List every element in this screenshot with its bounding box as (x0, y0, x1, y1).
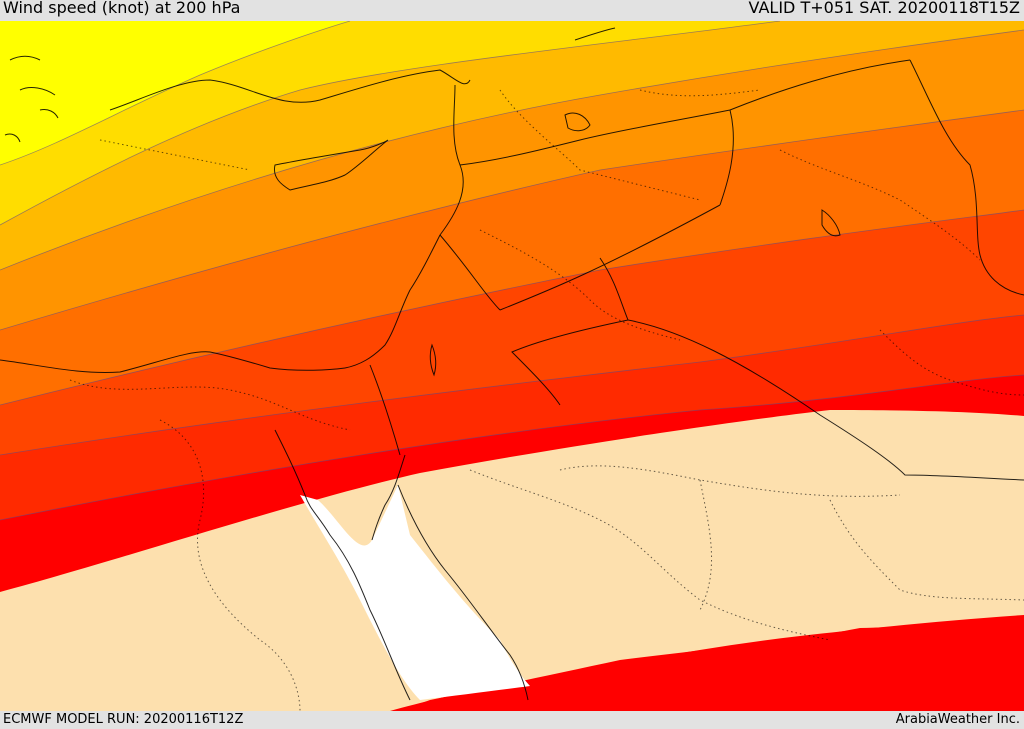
lake-tharthar (821, 209, 841, 237)
wind-band-1 (0, 21, 350, 165)
syria-jordan-border (439, 234, 501, 311)
iran-iraq-border (909, 59, 1024, 296)
arabian-red-sea-coast (397, 484, 529, 701)
valid-time: VALID T+051 SAT. 20200118T15Z (748, 0, 1020, 17)
southern-wind-band (390, 615, 1024, 711)
map-footer: ECMWF MODEL RUN: 20200116T12Z ArabiaWeat… (0, 711, 1024, 729)
gulf-of-suez (274, 429, 411, 701)
egypt-israel-border (369, 364, 401, 456)
province-boundaries (69, 89, 1024, 711)
jordan-saudi-border (511, 257, 629, 406)
cyprus (273, 139, 389, 191)
iraq-turkey-border (729, 59, 911, 111)
coastlines (0, 27, 841, 701)
map-title: Wind speed (knot) at 200 hPa (3, 0, 241, 17)
levant-coast (344, 84, 464, 369)
map-header: Wind speed (knot) at 200 hPa VALID T+051… (0, 0, 1024, 21)
turkey-syria-border (459, 109, 731, 166)
jordan-iraq-border (499, 204, 721, 311)
egypt-coast (0, 351, 346, 373)
lake-van (564, 112, 591, 132)
saudi-iraq-border (627, 319, 1024, 481)
gulf-of-aqaba (371, 454, 406, 541)
dead-sea (429, 343, 437, 377)
turkey-coast (109, 69, 471, 111)
syria-iraq-border (719, 109, 734, 206)
black-sea-coast (574, 27, 616, 41)
red-sea (300, 485, 530, 700)
low-wind-area (0, 410, 1024, 711)
credit: ArabiaWeather Inc. (895, 712, 1020, 727)
model-run: ECMWF MODEL RUN: 20200116T12Z (3, 712, 244, 727)
borders (369, 59, 1024, 481)
wind-speed-map (0, 21, 1024, 711)
aegean-islands (4, 55, 59, 143)
